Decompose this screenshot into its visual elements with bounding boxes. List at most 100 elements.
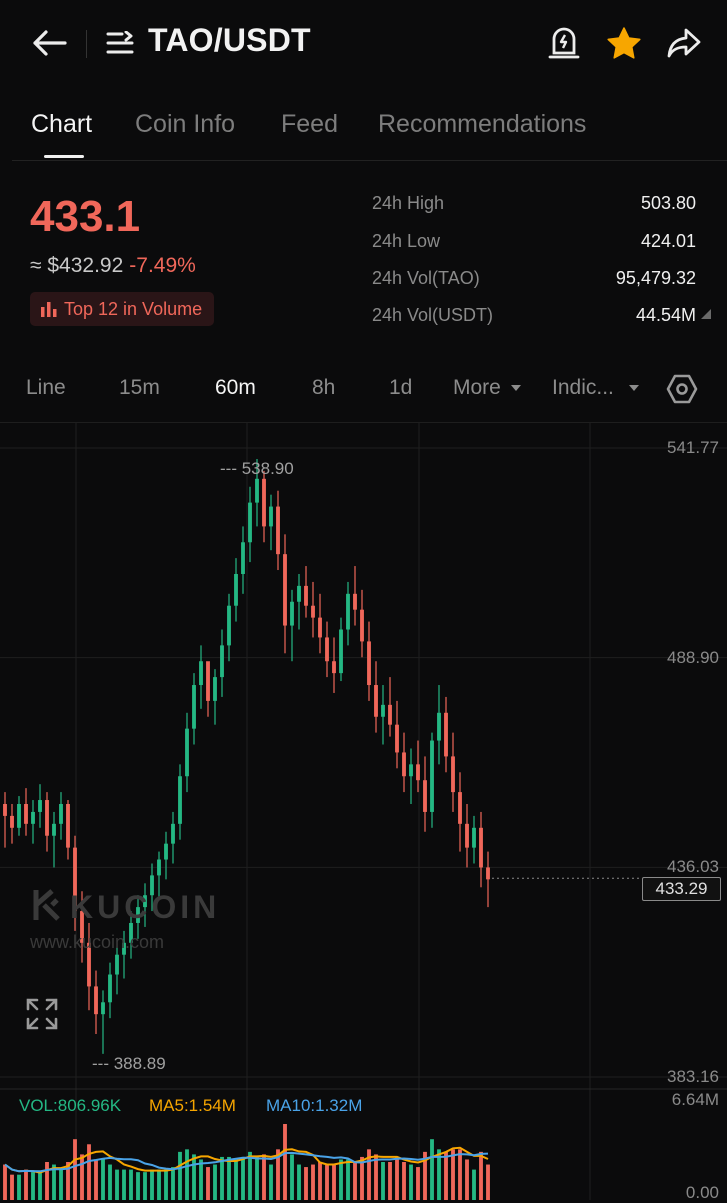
candle-body [227,605,231,646]
candle-body [80,911,84,943]
low-value: 388.89 [113,1054,166,1073]
volume-bar [304,1167,308,1200]
interval-more-dropdown[interactable]: More [453,376,522,400]
volume-bar [206,1167,210,1200]
volume-bar [171,1167,175,1200]
candle-body [416,764,420,781]
kline-chart-area[interactable] [0,422,727,1201]
interval-15m[interactable]: 15m [119,376,160,399]
volume-bar [346,1159,350,1200]
candle-body [430,740,434,812]
volume-bar [318,1162,322,1200]
volume-bar [136,1172,140,1200]
candle-body [479,827,483,868]
volume-bar [381,1162,385,1200]
volume-bar [325,1164,329,1200]
candle-body [353,593,357,610]
candle-body [241,542,245,574]
price-axis-label: 488.90 [667,648,719,667]
interval-1d[interactable]: 1d [389,376,413,399]
vol-legend-ma10: MA10:1.32M [266,1096,363,1115]
stat-label-low: 24h Low [372,231,441,251]
candle-body [304,585,308,606]
tab-recommendations[interactable]: Recommendations [378,110,587,138]
volume-rank-badge[interactable]: Top 12 in Volume [30,292,215,326]
tab-feed[interactable]: Feed [281,110,338,138]
candle-body [374,685,378,717]
dash-leader: --- [92,1054,114,1073]
vol-legend-vol: VOL:806.96K [19,1096,122,1115]
list-menu-icon[interactable] [104,28,136,58]
volume-bar [269,1164,273,1200]
stat-label-high: 24h High [372,193,445,213]
volume-bar [367,1149,371,1200]
volume-bar [311,1164,315,1200]
candle-body [52,823,56,836]
volume-bar [10,1174,14,1200]
candle-body [360,609,364,642]
pair-title[interactable]: TAO/USDT [148,22,311,58]
candle-body [136,907,140,923]
share-icon[interactable] [664,24,704,62]
volume-axis-min: 0.00 [685,1183,719,1202]
candle-body [87,942,91,987]
price-alert-icon[interactable] [546,24,582,62]
chart-grid [0,422,727,1200]
interval-60m[interactable]: 60m [215,376,256,399]
candlestick-series [3,458,490,1054]
volume-rank-label: Top 12 in Volume [64,298,203,319]
price-axis-label: 383.16 [667,1067,719,1086]
volume-bar [486,1164,490,1200]
volume-bar [115,1169,119,1200]
candle-body [276,506,280,555]
bar-chart-icon [41,302,57,317]
volume-bar [402,1162,406,1200]
candle-body [3,804,7,816]
candle-body [318,617,322,638]
candle-body [108,974,112,1003]
favorite-star-icon[interactable] [604,24,644,62]
indicators-dropdown[interactable]: Indic... [552,376,640,400]
tab-coin-info[interactable]: Coin Info [135,110,236,138]
candle-body [178,776,182,824]
volume-bar [465,1159,469,1200]
price-axis-label: 541.77 [667,438,719,457]
candle-body [38,800,42,812]
candle-body [388,704,392,725]
volume-bar [52,1164,56,1200]
volume-bar [276,1149,280,1200]
volume-bar [248,1151,252,1200]
candle-body [395,724,399,753]
volume-bar [395,1156,399,1200]
candle-body [486,867,490,880]
volume-bar [108,1164,112,1200]
volume-axis-max: 6.64M [671,1090,719,1109]
candle-body [444,712,448,757]
dropdown-caret-icon [628,385,639,392]
interval-8h[interactable]: 8h [312,376,336,399]
candle-body [269,506,273,527]
candle-body [129,922,133,943]
fullscreen-expand-icon[interactable] [24,996,60,1032]
candle-body [262,478,266,527]
volume-bar [262,1154,266,1200]
chart-settings-icon[interactable] [664,372,700,406]
candle-body [220,645,224,678]
volume-bar [38,1172,42,1200]
volume-bar [73,1139,77,1200]
tab-chart[interactable]: Chart [31,110,93,138]
back-arrow-icon[interactable] [28,24,70,62]
volume-bar [143,1172,147,1200]
candle-body [458,792,462,824]
candle-body [143,895,147,908]
kucoin-watermark: KUCOIN [30,888,220,926]
volume-bar [234,1159,238,1200]
candle-body [367,641,371,686]
kline-chart-canvas[interactable] [0,422,727,1200]
indicators-label: Indic... [552,376,614,399]
approx-usd-price: ≈ $432.92 [30,254,124,277]
candle-body [402,752,406,777]
candle-body [381,704,385,717]
volume-bar [94,1159,98,1200]
interval-line[interactable]: Line [26,376,66,399]
